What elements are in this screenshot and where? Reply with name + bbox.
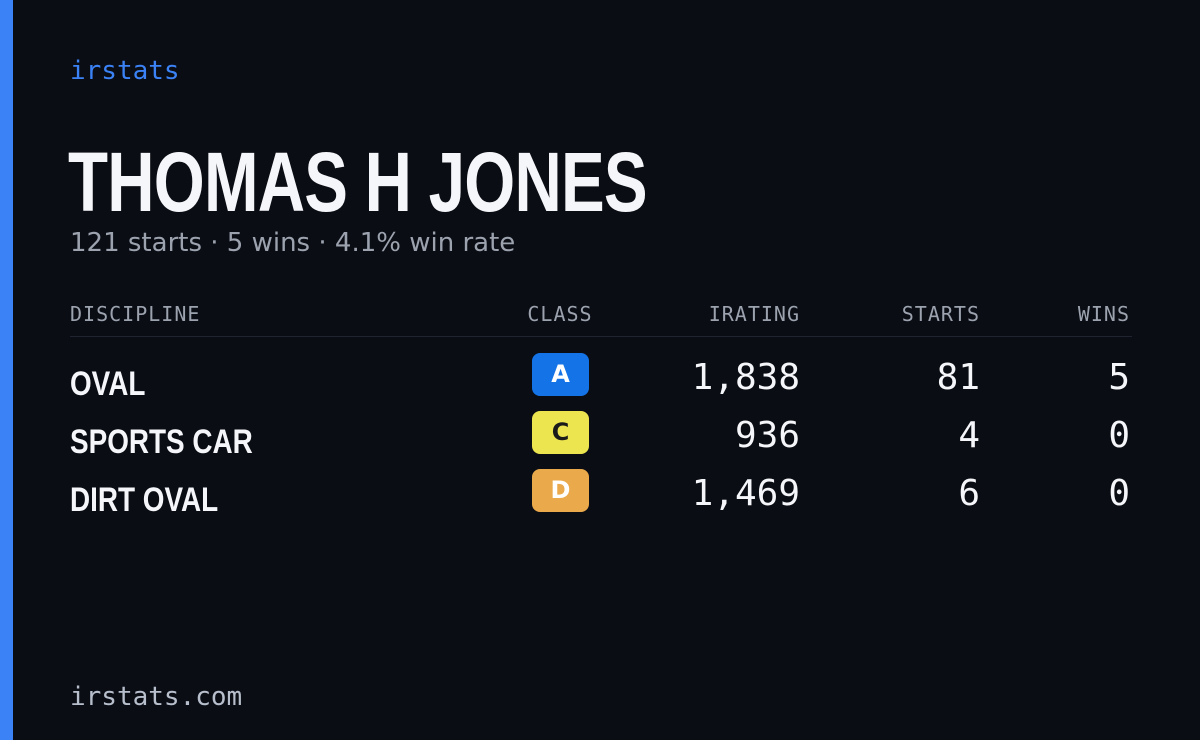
starts-value: 6 [958,473,980,514]
header-irating: IRATING [708,302,800,326]
class-badge: A [532,353,589,396]
table-row: DIRT OVAL D 1,469 6 0 [70,469,1132,527]
irating-value: 1,469 [691,473,800,514]
wins-value: 0 [1108,473,1130,514]
wins-value: 0 [1108,415,1130,456]
discipline-name: SPORTS CAR [70,423,253,461]
table-row: OVAL A 1,838 81 5 [70,353,1132,411]
header-class: CLASS [527,302,593,326]
starts-value: 4 [958,415,980,456]
table-row: SPORTS CAR C 936 4 0 [70,411,1132,469]
starts-value: 81 [936,357,980,398]
class-badge: D [532,469,589,512]
wins-value: 5 [1108,357,1130,398]
table-header: DISCIPLINE CLASS IRATING STARTS WINS [70,298,1132,337]
header-discipline: DISCIPLINE [70,302,201,326]
header-starts: STARTS [901,302,980,326]
footer-url: irstats.com [70,682,243,712]
class-badge: C [532,411,589,454]
discipline-name: OVAL [70,365,146,403]
brand-logo-text: irstats [70,56,180,86]
accent-bar [0,0,13,740]
irating-value: 1,838 [691,357,800,398]
stats-table: DISCIPLINE CLASS IRATING STARTS WINS OVA… [70,298,1132,527]
driver-summary: 121 starts · 5 wins · 4.1% win rate [70,228,516,258]
discipline-name: DIRT OVAL [70,481,219,519]
irating-value: 936 [734,415,800,456]
driver-name: THOMAS H JONES [68,135,648,229]
header-wins: WINS [1077,302,1130,326]
table-body: OVAL A 1,838 81 5 SPORTS CAR C 936 4 0 D… [70,337,1132,527]
